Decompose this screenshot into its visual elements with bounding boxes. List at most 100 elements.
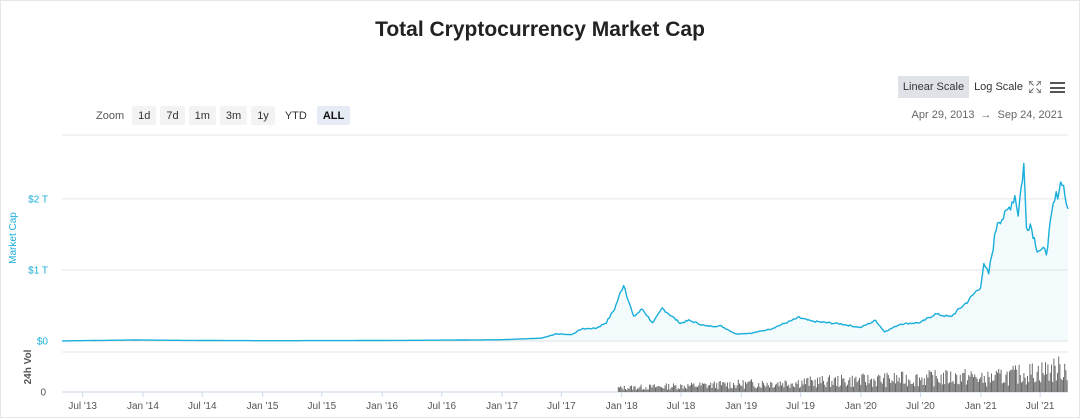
- volume-bar: [1052, 382, 1054, 392]
- volume-bar: [932, 374, 934, 392]
- volume-bar: [770, 382, 772, 392]
- volume-bar: [752, 382, 754, 392]
- volume-bar: [625, 389, 626, 392]
- x-tick-label: Jul '18: [667, 401, 696, 412]
- hamburger-menu-icon[interactable]: [1050, 82, 1065, 93]
- volume-bar: [627, 388, 629, 392]
- volume-bar: [934, 369, 936, 392]
- volume-bar: [766, 382, 768, 392]
- volume-bar: [998, 368, 1000, 392]
- volume-bar: [759, 386, 761, 392]
- volume-bar: [723, 382, 725, 392]
- volume-bar: [969, 376, 971, 392]
- volume-bar: [964, 369, 966, 392]
- volume-bar: [796, 383, 798, 392]
- x-tick-label: Jan '17: [486, 401, 518, 412]
- x-tick-label: Jan '19: [725, 401, 757, 412]
- zoom-3m-button[interactable]: 3m: [219, 106, 248, 125]
- linear-scale-button[interactable]: Linear Scale: [897, 76, 970, 98]
- zoom-ytd-button[interactable]: YTD: [284, 109, 307, 122]
- volume-bar: [633, 386, 635, 392]
- volume-bar: [799, 387, 800, 392]
- volume-bar: [641, 389, 643, 392]
- volume-bar: [686, 388, 688, 392]
- volume-bar: [902, 371, 904, 392]
- range-from[interactable]: Apr 29, 2013: [911, 109, 975, 121]
- volume-bar: [680, 384, 682, 392]
- volume-bar: [764, 385, 766, 392]
- volume-bar: [1012, 365, 1014, 392]
- volume-bar: [685, 387, 686, 392]
- volume-bar: [923, 378, 925, 392]
- volume-bar: [975, 376, 977, 392]
- range-to[interactable]: Sep 24, 2021: [997, 109, 1063, 121]
- chart-title: Total Cryptocurrency Market Cap: [375, 18, 705, 41]
- volume-bar: [727, 382, 728, 392]
- volume-bar: [899, 382, 901, 392]
- zoom-1y-button[interactable]: 1y: [251, 106, 275, 125]
- zoom-7d-button[interactable]: 7d: [160, 106, 185, 125]
- volume-bar: [815, 387, 817, 392]
- volume-bar: [788, 384, 790, 392]
- volume-bar: [697, 387, 698, 392]
- x-tick-label: Jul '20: [906, 401, 935, 412]
- volume-bar: [1060, 378, 1062, 392]
- volume-bar: [827, 377, 829, 392]
- volume-bar: [855, 376, 857, 392]
- volume-bar: [763, 383, 764, 392]
- volume-bar: [869, 379, 871, 392]
- volume-bar: [904, 383, 906, 392]
- volume-bar: [778, 386, 780, 392]
- volume-bar: [813, 386, 815, 392]
- volume-bar: [1051, 364, 1052, 392]
- y-tick-label: $2 T: [28, 194, 48, 205]
- volume-bar: [913, 382, 914, 392]
- volume-bar: [682, 388, 684, 392]
- volume-bar: [812, 380, 814, 392]
- volume-bar: [921, 377, 923, 392]
- volume-bar: [856, 382, 858, 392]
- volume-bar: [1046, 374, 1048, 392]
- volume-bar: [891, 380, 893, 392]
- volume-bar: [866, 385, 868, 392]
- volume-bar: [1065, 370, 1067, 392]
- volume-axis-title: 24h Vol: [23, 349, 34, 384]
- x-tick-label: Jul '14: [188, 401, 217, 412]
- volume-bar: [919, 377, 920, 392]
- volume-bar: [760, 387, 762, 392]
- fullscreen-icon[interactable]: [1029, 81, 1041, 93]
- volume-bar: [1048, 380, 1050, 392]
- volume-bar: [1055, 380, 1057, 392]
- log-scale-button[interactable]: Log Scale: [974, 81, 1023, 93]
- volume-bar: [695, 386, 697, 392]
- volume-bar: [650, 384, 652, 392]
- volume-bar: [842, 378, 844, 392]
- volume-bar: [802, 384, 804, 392]
- zoom-1d-button[interactable]: 1d: [132, 106, 157, 125]
- volume-bar: [1010, 370, 1012, 392]
- volume-bar: [970, 371, 972, 392]
- grid-lines: [62, 134, 1068, 393]
- zoom-all-button[interactable]: ALL: [316, 106, 351, 125]
- volume-bar: [645, 387, 647, 392]
- volume-bar: [644, 389, 646, 392]
- volume-bar: [761, 380, 763, 392]
- volume-bar: [835, 377, 836, 392]
- volume-bar: [1043, 375, 1045, 392]
- volume-bar: [617, 386, 619, 392]
- volume-bar: [652, 385, 654, 392]
- volume-bar: [781, 385, 782, 392]
- range-arrow: →: [980, 109, 992, 121]
- volume-bar: [920, 380, 922, 392]
- volume-bar: [829, 375, 830, 392]
- volume-bar: [958, 384, 960, 392]
- volume-bar: [844, 382, 846, 392]
- volume-bar: [667, 389, 668, 392]
- volume-bar: [629, 386, 631, 392]
- volume-bar: [1024, 377, 1026, 392]
- volume-bar: [700, 385, 702, 392]
- zoom-label: Zoom: [96, 109, 125, 122]
- volume-bar: [811, 379, 812, 392]
- zoom-1m-button[interactable]: 1m: [188, 106, 216, 125]
- volume-bar: [670, 387, 672, 392]
